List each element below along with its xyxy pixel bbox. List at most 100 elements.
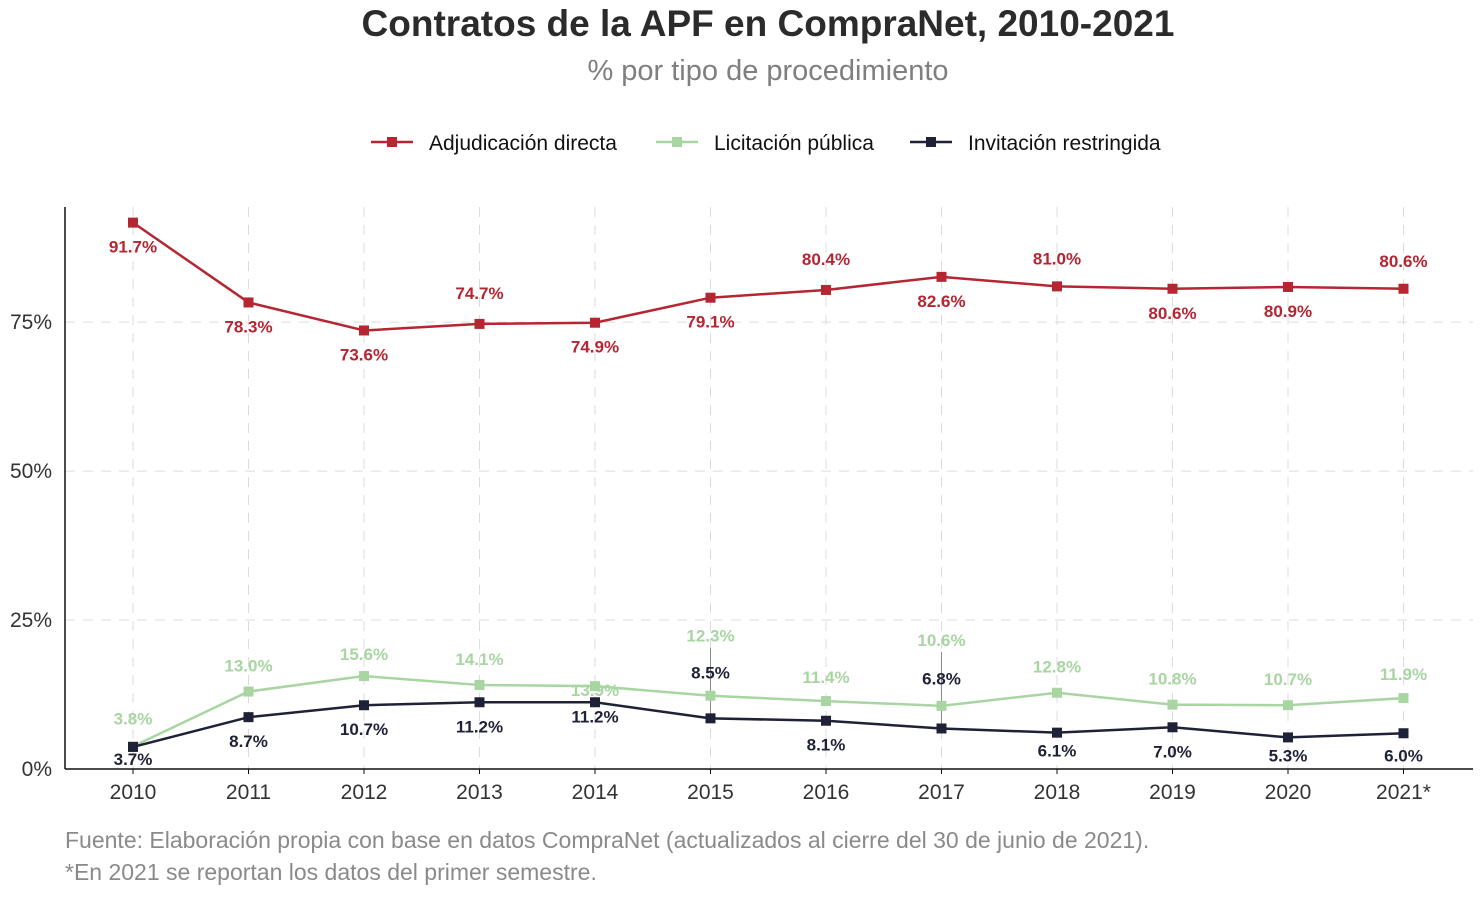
data-label-s1-5: 12.3% <box>686 627 734 646</box>
x-axis-ticks: 2010 2011 2012 2013 2014 2015 2016 2017 2018 2019… <box>110 769 1431 804</box>
point-s0-9 <box>1167 283 1178 294</box>
point-s0-3 <box>474 318 485 329</box>
point-s0-2 <box>359 325 369 336</box>
x-tick-label: 2012 <box>341 781 388 804</box>
caption-source: Fuente: Elaboración propia con base en d… <box>65 827 1149 853</box>
legend: Adjudicación directa Licitación pública In… <box>371 132 1161 155</box>
data-label-s0-7: 82.6% <box>917 292 965 311</box>
data-labels: 91.7% 78.3% 73.6% 74.7% 74.9% 79.1% 80.4% 82.6%… <box>109 238 1428 769</box>
data-label-s1-3: 14.1% <box>455 650 503 669</box>
data-label-s2-5: 8.5% <box>691 663 730 682</box>
point-s0-10 <box>1283 281 1293 292</box>
point-s2-11 <box>1398 728 1409 739</box>
data-label-s1-10: 10.7% <box>1264 670 1312 689</box>
legend-swatch-marker <box>672 137 682 147</box>
point-s1-8 <box>1052 687 1062 698</box>
point-s0-4 <box>590 317 600 328</box>
x-tick-label: 2018 <box>1034 781 1081 804</box>
data-label-s1-1: 13.0% <box>224 657 272 676</box>
legend-label: Licitación pública <box>714 132 874 155</box>
data-label-s1-0: 3.8% <box>114 709 153 728</box>
caption-note: *En 2021 se reportan los datos del prime… <box>65 859 597 885</box>
x-tick-label: 2010 <box>110 781 157 804</box>
series-line-1 <box>132 674 1404 748</box>
point-s1-4 <box>590 681 600 692</box>
point-s0-11 <box>1398 283 1409 294</box>
x-tick-label: 2015 <box>687 781 734 804</box>
data-label-s2-8: 6.1% <box>1038 742 1077 761</box>
point-s0-8 <box>1052 281 1062 292</box>
point-s0-0 <box>128 217 138 228</box>
point-s1-6 <box>821 696 831 707</box>
y-tick-label: 75% <box>10 311 52 334</box>
series-lines <box>132 221 1404 749</box>
data-label-s2-10: 5.3% <box>1269 746 1308 765</box>
chart-subtitle: % por tipo de procedimiento <box>587 55 948 87</box>
point-s1-5 <box>705 690 716 701</box>
x-tick-label: 2011 <box>226 781 271 804</box>
point-s1-11 <box>1398 693 1409 704</box>
point-s1-7 <box>936 700 947 711</box>
series-line-2 <box>132 701 1404 749</box>
y-tick-label: 0% <box>22 758 52 781</box>
data-label-s2-7: 6.8% <box>922 669 961 688</box>
point-s1-3 <box>474 679 485 690</box>
point-s0-7 <box>936 271 947 282</box>
data-label-s2-0: 3.7% <box>114 750 153 769</box>
data-label-s0-11: 80.6% <box>1379 252 1427 271</box>
data-label-s0-10: 80.9% <box>1264 302 1312 321</box>
data-label-s1-9: 10.8% <box>1148 670 1196 689</box>
x-tick-label: 2014 <box>572 781 619 804</box>
series-line-0 <box>132 221 1404 332</box>
data-label-s2-3: 11.2% <box>456 717 503 736</box>
data-label-s0-8: 81.0% <box>1033 249 1081 268</box>
data-label-s0-2: 73.6% <box>340 345 388 364</box>
legend-label: Invitación restringida <box>968 132 1161 155</box>
point-s2-7 <box>936 723 947 734</box>
point-s2-1 <box>243 712 254 723</box>
y-axis-ticks: 0% 25% 50% 75% <box>10 311 52 781</box>
data-label-s2-1: 8.7% <box>229 732 268 751</box>
point-s0-1 <box>243 297 254 308</box>
data-label-s2-2: 10.7% <box>340 720 388 739</box>
point-s1-1 <box>243 686 254 697</box>
point-s1-10 <box>1283 700 1293 711</box>
point-s2-6 <box>821 715 831 726</box>
data-label-s0-5: 79.1% <box>686 313 734 332</box>
data-label-s1-8: 12.8% <box>1033 658 1081 677</box>
point-s2-0 <box>128 741 138 752</box>
data-label-s1-2: 15.6% <box>340 645 388 664</box>
legend-label: Adjudicación directa <box>429 132 617 155</box>
gridlines <box>65 207 1473 769</box>
data-label-s0-0: 91.7% <box>109 238 157 257</box>
point-s2-8 <box>1052 727 1062 738</box>
legend-swatch-marker <box>387 137 397 147</box>
point-s2-10 <box>1283 732 1293 743</box>
legend-swatch-marker <box>926 137 936 147</box>
data-label-s0-4: 74.9% <box>571 338 619 357</box>
data-label-s2-11: 6.0% <box>1384 746 1423 765</box>
data-label-s2-4: 11.2% <box>571 707 618 726</box>
point-s2-5 <box>705 713 716 724</box>
chart-title: Contratos de la APF en CompraNet, 2010-2… <box>362 3 1175 44</box>
point-s1-2 <box>359 671 369 682</box>
data-label-s2-6: 8.1% <box>807 736 846 755</box>
x-tick-label: 2013 <box>456 781 503 804</box>
point-s0-6 <box>821 284 831 295</box>
y-tick-label: 50% <box>10 460 52 483</box>
x-tick-label: 2017 <box>918 781 965 804</box>
x-tick-label: 2019 <box>1149 781 1196 804</box>
x-tick-label: 2020 <box>1265 781 1312 804</box>
point-s2-3 <box>474 697 485 708</box>
data-label-s0-6: 80.4% <box>802 250 850 269</box>
data-label-s0-1: 78.3% <box>224 317 272 336</box>
point-s2-2 <box>359 700 369 711</box>
series-markers <box>128 217 1409 752</box>
point-s2-4 <box>590 697 600 708</box>
data-label-s0-9: 80.6% <box>1148 304 1196 323</box>
x-tick-label: 2016 <box>803 781 850 804</box>
data-label-s1-6: 11.4% <box>802 668 849 687</box>
data-label-s1-7: 10.6% <box>917 631 965 650</box>
y-tick-label: 25% <box>10 609 52 632</box>
